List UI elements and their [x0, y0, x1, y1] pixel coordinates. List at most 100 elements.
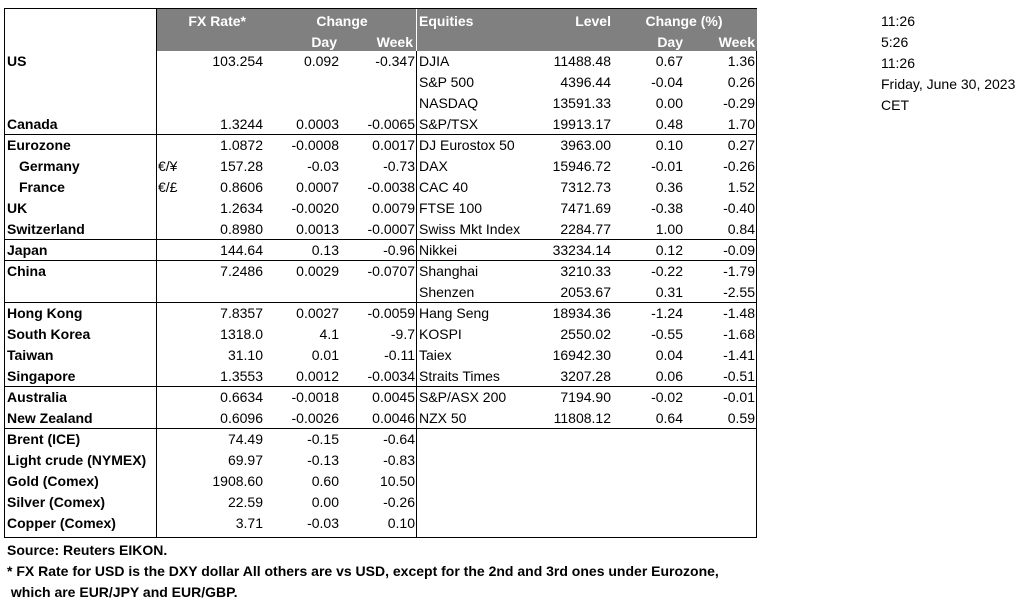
fx-week-header: Week	[376, 34, 413, 50]
level-header: Level	[575, 13, 611, 29]
cell-fx-week	[341, 93, 415, 114]
cell-eq-week: -0.29	[723, 95, 755, 111]
cell-fx-day: 0.0029	[296, 263, 339, 279]
cell-level	[525, 513, 611, 534]
cell-fx-pair: €/¥	[158, 158, 178, 174]
row-separator	[5, 239, 756, 240]
cell-fx-day: 0.0003	[296, 116, 339, 132]
cell-region: Brent (ICE)	[7, 431, 81, 447]
cell-eq-week: 0.84	[727, 221, 755, 237]
cell-eq-week: -1.79	[723, 263, 755, 279]
cell-fx-day: 4.1	[319, 326, 339, 342]
cell-fx-day: -0.0020	[291, 200, 339, 216]
cell-level: 3963.00	[560, 137, 611, 153]
separator-v1	[156, 9, 157, 537]
timestamp-panel: 11:26 5:26 11:26 Friday, June 30, 2023 C…	[881, 11, 1015, 116]
cell-eq: S&P/ASX 200	[419, 389, 507, 405]
cell-fx-week: 0.0046	[372, 410, 415, 426]
cell-level: 2284.77	[560, 221, 611, 237]
cell-eq-week: -1.68	[723, 326, 755, 342]
cell-fx-week: -0.83	[383, 452, 415, 468]
cell-eq-week	[685, 450, 755, 471]
cell-eq-day: 0.67	[655, 53, 683, 69]
change-pct-header: Change (%)	[645, 13, 723, 29]
cell-fx-week: -0.0059	[367, 305, 415, 321]
cell-eq-week: 0.27	[727, 137, 755, 153]
date: Friday, June 30, 2023	[881, 76, 1016, 92]
row-separator	[5, 134, 756, 135]
cell-region: Germany	[19, 158, 80, 174]
cell-fx-day	[265, 93, 339, 114]
cell-level: 7471.69	[560, 200, 611, 216]
cell-eq: KOSPI	[419, 326, 462, 342]
cell-fx-rate: 1908.60	[212, 473, 263, 489]
cell-fx-pair: €/£	[158, 179, 178, 195]
cell-level: 33234.14	[552, 242, 611, 258]
cell-eq: DAX	[419, 158, 448, 174]
cell-fx-rate: 1.2634	[220, 200, 263, 216]
change-header: Change	[316, 13, 368, 29]
cell-region: Gold (Comex)	[7, 473, 99, 489]
cell-fx-rate: 1.3553	[220, 368, 263, 384]
cell-fx-rate: 3.71	[235, 515, 263, 531]
cell-fx-rate	[165, 282, 263, 303]
cell-eq-day: 0.31	[655, 284, 683, 300]
cell-eq-week: 1.52	[727, 179, 755, 195]
cell-fx-week: 10.50	[379, 473, 415, 489]
cell-fx-rate	[165, 72, 263, 93]
cell-level: 2550.02	[560, 326, 611, 342]
cell-region: Eurozone	[7, 137, 71, 153]
cell-region: Canada	[7, 116, 58, 132]
cell-eq-week	[685, 429, 755, 450]
footnotes: Source: Reuters EIKON. * FX Rate for USD…	[7, 540, 719, 603]
cell-fx-day: 0.0012	[296, 368, 339, 384]
cell-fx-week: 0.0045	[372, 389, 415, 405]
cell-fx-day: 0.092	[303, 53, 339, 69]
cell-eq: Shanghai	[419, 263, 479, 279]
cell-eq: DJ Eurostox 50	[419, 137, 515, 153]
cell-fx-week: -0.347	[375, 53, 415, 69]
cell-region: Japan	[7, 242, 48, 258]
cell-region	[7, 72, 155, 93]
cell-level	[525, 450, 611, 471]
cell-fx-day: -0.03	[307, 158, 339, 174]
cell-fx-day: 0.13	[311, 242, 339, 258]
cell-eq-week: -2.55	[723, 284, 755, 300]
cell-region: China	[7, 263, 46, 279]
cell-eq-day	[613, 450, 683, 471]
row-separator	[5, 260, 756, 261]
cell-eq: S&P/TSX	[419, 116, 479, 132]
cell-region: South Korea	[7, 326, 91, 342]
source-note: Source: Reuters EIKON.	[7, 542, 168, 558]
cell-eq-week: -0.26	[723, 158, 755, 174]
cell-eq-week	[685, 492, 755, 513]
cell-fx-week: -0.64	[383, 431, 415, 447]
equities-header-band	[417, 9, 757, 51]
cell-eq-day: 0.12	[655, 242, 683, 258]
cell-eq: CAC 40	[419, 179, 469, 195]
cell-eq-day: -0.01	[651, 158, 683, 174]
cell-eq: DJIA	[419, 53, 450, 69]
cell-level: 3210.33	[560, 263, 611, 279]
cell-eq-day: -0.38	[651, 200, 683, 216]
cell-level: 7194.90	[560, 389, 611, 405]
cell-eq-day: 0.06	[655, 368, 683, 384]
cell-eq-day: -0.04	[651, 74, 683, 90]
cell-eq-week: -0.40	[723, 200, 755, 216]
cell-fx-day: 0.60	[311, 473, 339, 489]
cell-eq-day	[613, 492, 683, 513]
cell-fx-rate: 0.6634	[220, 389, 263, 405]
cell-eq-week: -0.09	[723, 242, 755, 258]
separator-v2	[416, 51, 417, 537]
cell-region: UK	[7, 200, 28, 216]
timezone: CET	[881, 97, 909, 113]
cell-region: Light crude (NYMEX)	[7, 452, 147, 468]
cell-fx-week	[341, 72, 415, 93]
cell-fx-day: 0.0007	[296, 179, 339, 195]
row-separator	[5, 386, 756, 387]
cell-fx-rate: 31.10	[227, 347, 263, 363]
cell-eq-day: 0.36	[655, 179, 683, 195]
cell-region: Singapore	[7, 368, 76, 384]
cell-level	[525, 492, 611, 513]
cell-level: 13591.33	[552, 95, 611, 111]
